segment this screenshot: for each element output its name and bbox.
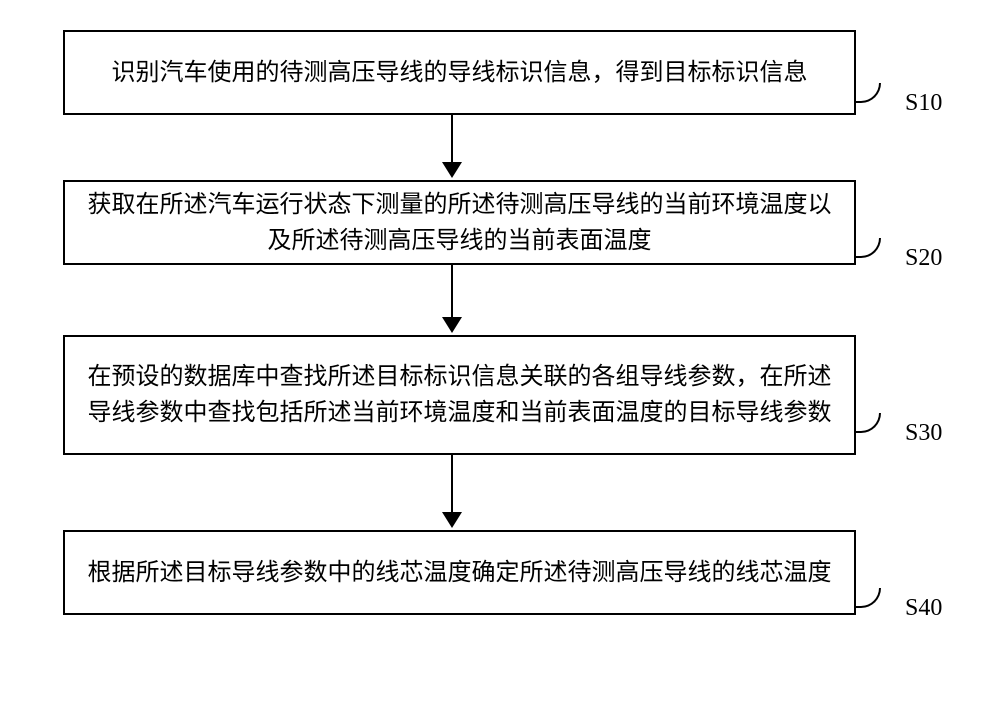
step-box-s20: 获取在所述汽车运行状态下测量的所述待测高压导线的当前环境温度以及所述待测高压导线… <box>63 180 856 265</box>
arrow-line <box>451 265 453 318</box>
arrow-line <box>451 455 453 513</box>
step-text-s20: 获取在所述汽车运行状态下测量的所述待测高压导线的当前环境温度以及所述待测高压导线… <box>85 187 834 259</box>
connector-s10 <box>856 83 881 103</box>
step-text-s10: 识别汽车使用的待测高压导线的导线标识信息，得到目标标识信息 <box>112 55 808 91</box>
step-text-s40: 根据所述目标导线参数中的线芯温度确定所述待测高压导线的线芯温度 <box>88 555 832 591</box>
arrow-line <box>451 115 453 163</box>
flowchart-container: 识别汽车使用的待测高压导线的导线标识信息，得到目标标识信息 S10 获取在所述汽… <box>0 0 1000 703</box>
arrow-s20-s30 <box>442 265 462 333</box>
step-box-s10: 识别汽车使用的待测高压导线的导线标识信息，得到目标标识信息 <box>63 30 856 115</box>
arrow-s10-s20 <box>442 115 462 178</box>
step-text-s30: 在预设的数据库中查找所述目标标识信息关联的各组导线参数，在所述导线参数中查找包括… <box>85 359 834 431</box>
step-label-s40: S40 <box>905 595 942 622</box>
step-label-s10: S10 <box>905 90 942 117</box>
step-label-s30: S30 <box>905 420 942 447</box>
connector-s30 <box>856 413 881 433</box>
arrow-head <box>442 512 462 528</box>
step-box-s40: 根据所述目标导线参数中的线芯温度确定所述待测高压导线的线芯温度 <box>63 530 856 615</box>
step-box-s30: 在预设的数据库中查找所述目标标识信息关联的各组导线参数，在所述导线参数中查找包括… <box>63 335 856 455</box>
connector-s40 <box>856 588 881 608</box>
step-label-s20: S20 <box>905 245 942 272</box>
connector-s20 <box>856 238 881 258</box>
arrow-s30-s40 <box>442 455 462 528</box>
arrow-head <box>442 317 462 333</box>
arrow-head <box>442 162 462 178</box>
